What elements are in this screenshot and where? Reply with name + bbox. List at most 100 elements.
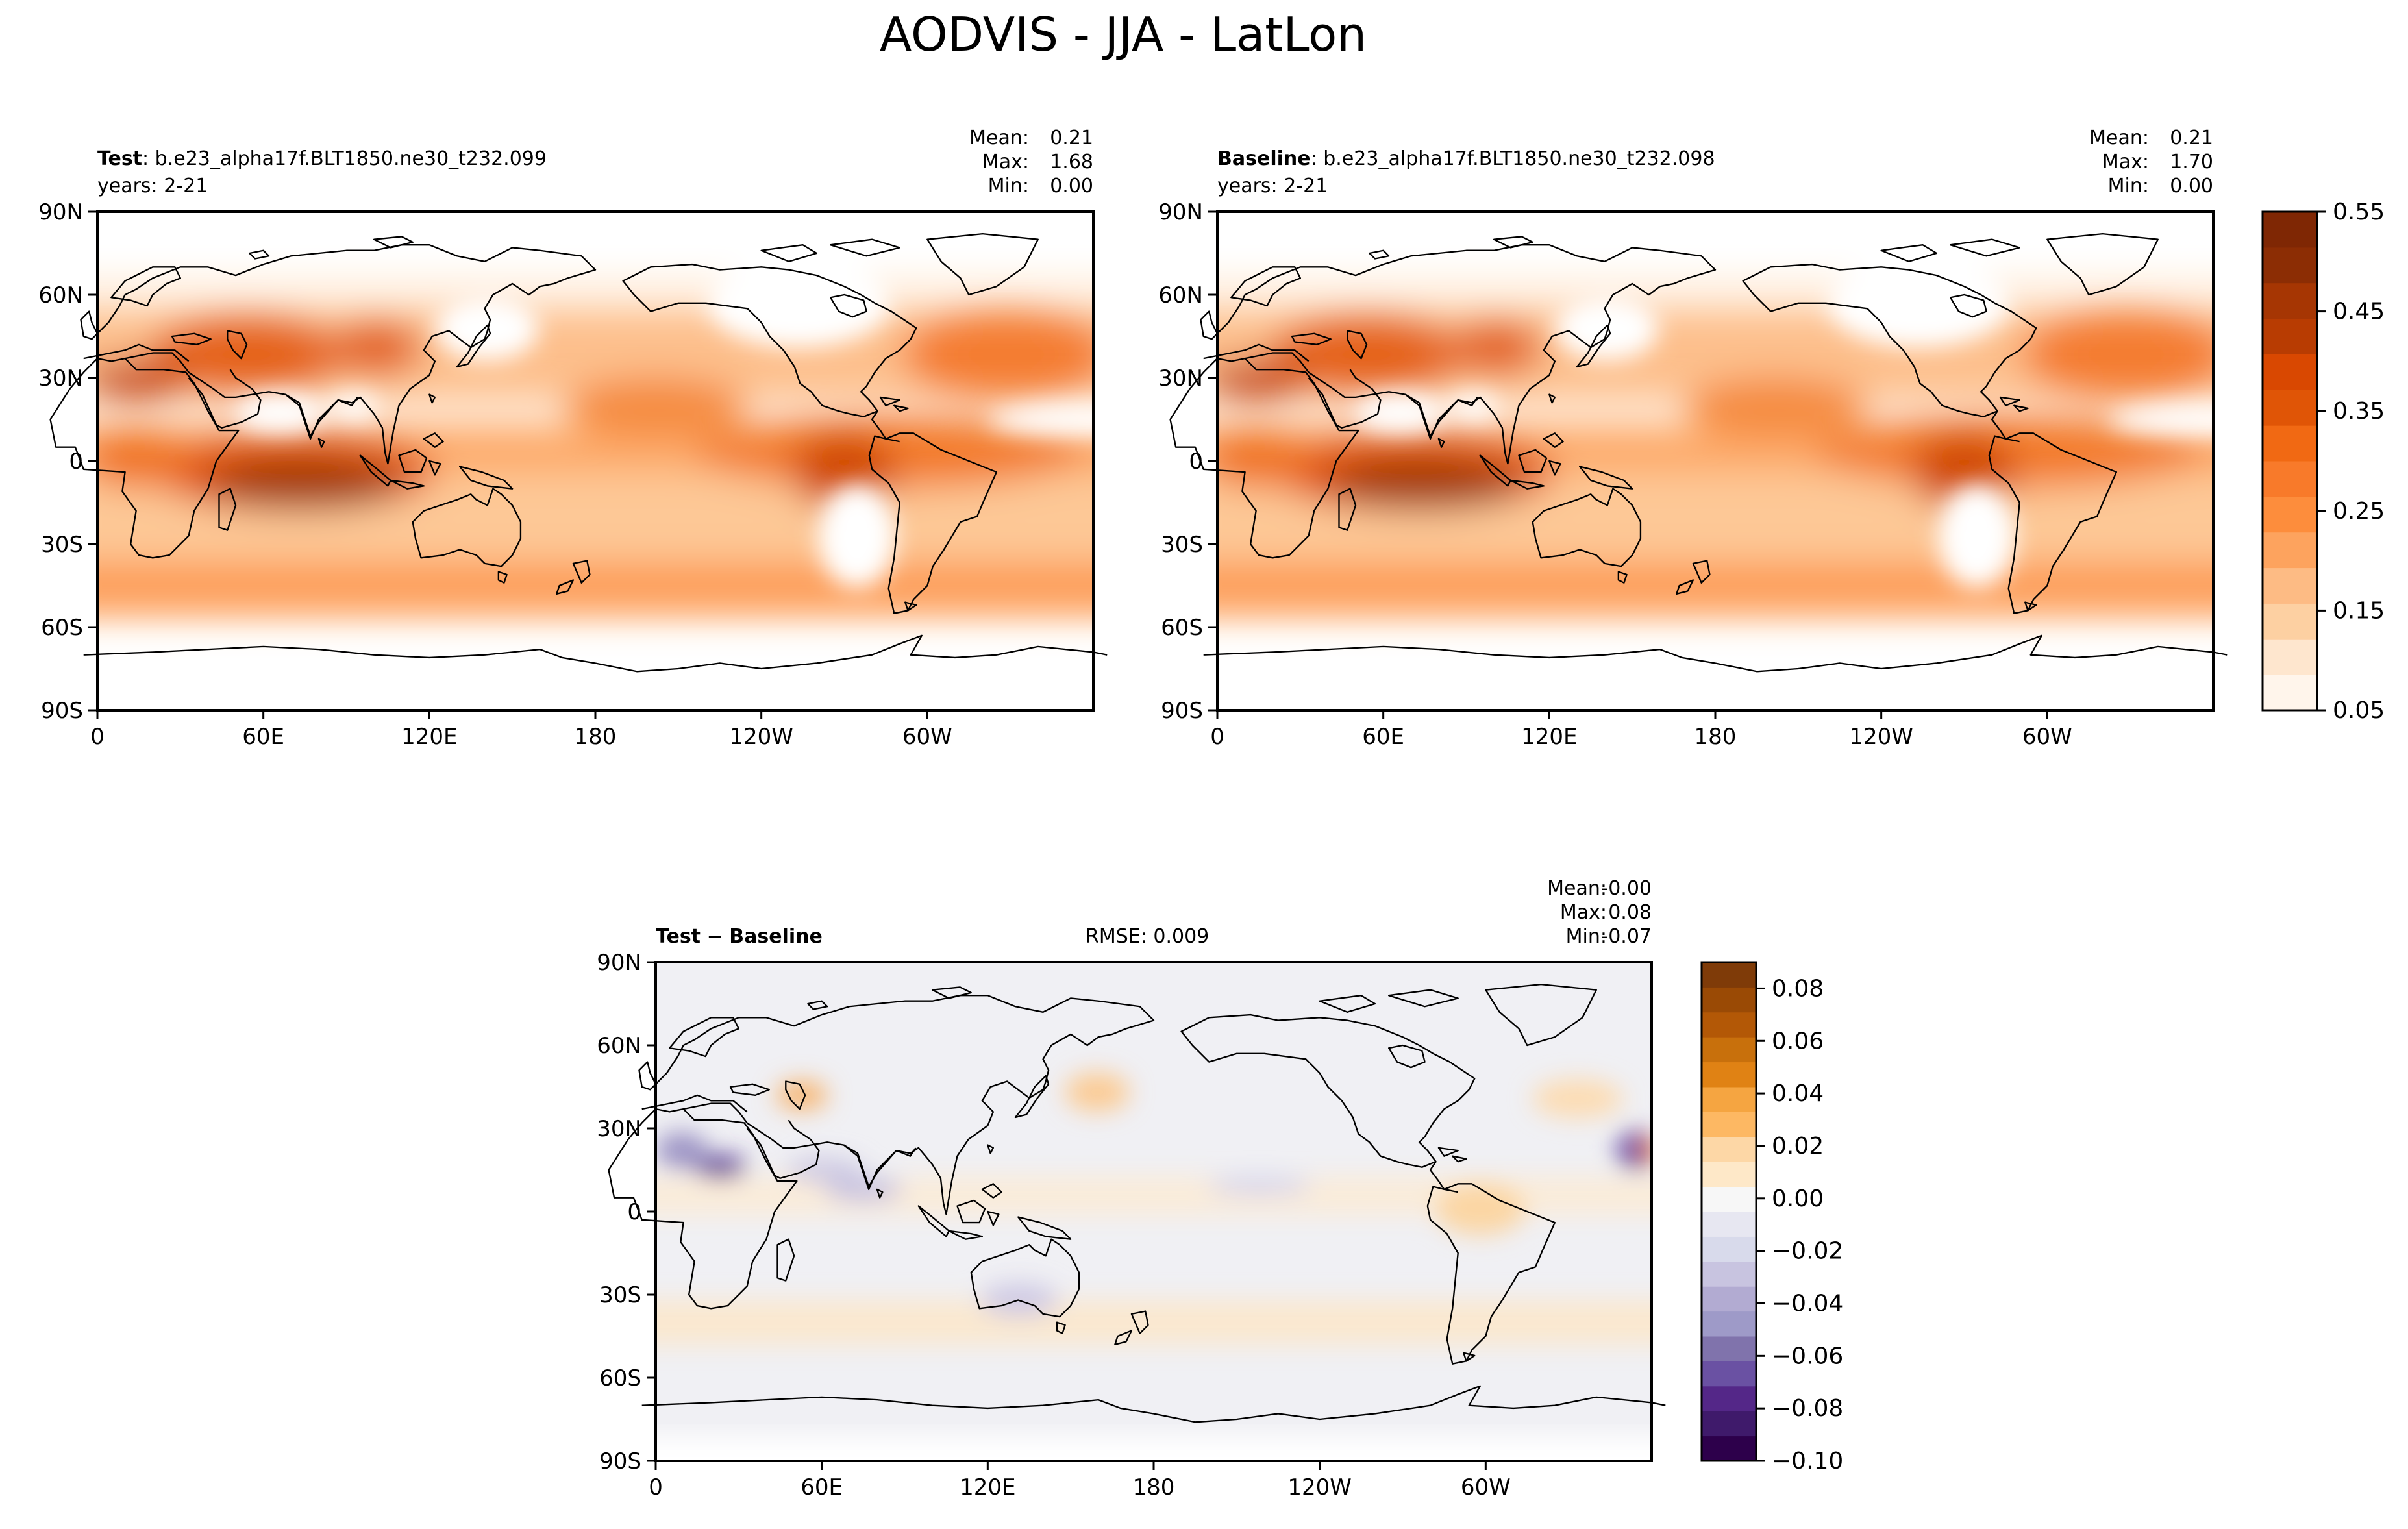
colorbar-block <box>2263 639 2317 675</box>
y-tick-label: 30N <box>38 366 83 392</box>
colorbar-block <box>1702 1186 1756 1212</box>
colorbar-tick-label: −0.08 <box>1772 1395 1843 1422</box>
x-tick-label: 120W <box>1849 724 1913 750</box>
y-tick-label: 60N <box>38 282 83 308</box>
main-colorbar-blocks <box>2263 212 2317 711</box>
colorbar-block <box>2263 354 2317 390</box>
test-max: 1.68 <box>1050 151 1093 173</box>
x-tick-label: 0 <box>649 1474 663 1500</box>
colorbar-tick-label: 0.25 <box>2333 498 2385 525</box>
colorbar-block <box>2263 425 2317 462</box>
colorbar-block <box>1702 1062 1756 1088</box>
y-tick-label: 90S <box>1161 698 1203 724</box>
baseline-panel: 0 60E 120E 180 120W 60W 90N 60N 30N 0 30S 60S 90S <box>1158 199 2228 750</box>
colorbar-block <box>1702 1361 1756 1387</box>
colorbar-block <box>2263 282 2317 319</box>
diff-max: 0.08 <box>1608 901 1652 924</box>
y-tick-label: 30S <box>41 532 83 558</box>
x-tick-label: 120W <box>1287 1474 1352 1500</box>
y-tick-label: 90N <box>597 950 641 976</box>
colorbar-block <box>1702 1112 1756 1137</box>
diff-x-ticks: 0 60E 120E 180 120W 60W <box>649 1461 1511 1500</box>
diff-label: Test − Baseline <box>656 925 823 948</box>
colorbar-tick-label: −0.04 <box>1772 1290 1843 1317</box>
colorbar-tick-label: −0.02 <box>1772 1238 1843 1265</box>
diff-mean: -0.00 <box>1601 877 1652 900</box>
colorbar-block <box>1702 1037 1756 1063</box>
colorbar-block <box>1702 1236 1756 1262</box>
colorbar-tick-label: 0.00 <box>1772 1186 1824 1212</box>
test-x-ticks: 0 60E 120E 180 120W 60W <box>90 710 952 750</box>
x-tick-label: 120W <box>729 724 793 750</box>
colorbar-block <box>2263 461 2317 497</box>
y-tick-label: 60S <box>1161 615 1203 641</box>
diff-label-op: − <box>701 925 729 948</box>
y-tick-label: 90S <box>41 698 83 724</box>
y-tick-label: 0 <box>1189 449 1203 475</box>
colorbar-block <box>2263 603 2317 640</box>
baseline-stats: Mean: 0.21 Max: 1.70 Min: 0.00 <box>2089 127 2213 197</box>
colorbar-tick-label: 0.35 <box>2333 398 2385 425</box>
colorbar-block <box>1702 1436 1756 1461</box>
colorbar-tick-label: 0.55 <box>2333 199 2385 225</box>
test-max-label: Max: <box>982 151 1029 173</box>
baseline-max-label: Max: <box>2102 151 2149 173</box>
baseline-label-case: : b.e23_alpha17f.BLT1850.ne30_t232.098 <box>1311 147 1715 170</box>
y-tick-label: 30S <box>1161 532 1203 558</box>
x-tick-label: 120E <box>401 724 457 750</box>
diff-rmse: RMSE: 0.009 <box>1086 925 1209 948</box>
colorbar-block <box>2263 496 2317 533</box>
diff-mean-label: Mean: <box>1547 877 1607 900</box>
y-tick-label: 90N <box>38 199 83 225</box>
colorbar-block <box>1702 1286 1756 1312</box>
diff-colorbar-ticks: 0.08 0.06 0.04 0.02 0.00 −0.02 −0.04 −0.06 −0.08… <box>1756 975 1843 1474</box>
test-y-ticks: 90N 60N 30N 0 30S 60S 90S <box>38 199 97 724</box>
x-tick-label: 60E <box>1362 724 1404 750</box>
baseline-min-label: Min: <box>2108 175 2149 197</box>
baseline-max: 1.70 <box>2170 151 2213 173</box>
x-tick-label: 180 <box>575 724 617 750</box>
diff-panel: 0 60E 120E 180 120W 60W 90N 60N 30N 0 30S 60S 90S <box>597 950 1667 1500</box>
y-tick-label: 30N <box>1158 366 1203 392</box>
diff-label-b: Baseline <box>729 925 823 948</box>
colorbar-block <box>2263 675 2317 711</box>
baseline-years: years: 2-21 <box>1217 175 1328 197</box>
diff-label-a: Test <box>656 925 701 948</box>
x-tick-label: 0 <box>1210 724 1224 750</box>
y-tick-label: 30S <box>599 1282 641 1308</box>
y-tick-label: 60S <box>599 1365 641 1391</box>
colorbar-block <box>1702 1162 1756 1187</box>
test-min-label: Min: <box>988 175 1029 197</box>
test-label: Test: b.e23_alpha17f.BLT1850.ne30_t232.0… <box>97 147 547 170</box>
colorbar-tick-label: 0.02 <box>1772 1133 1824 1160</box>
y-tick-label: 90N <box>1158 199 1203 225</box>
y-tick-label: 30N <box>597 1116 641 1142</box>
test-mean: 0.21 <box>1050 127 1093 149</box>
test-mean-label: Mean: <box>969 127 1029 149</box>
colorbar-block <box>2263 212 2317 248</box>
colorbar-block <box>1702 1261 1756 1287</box>
baseline-x-ticks: 0 60E 120E 180 120W 60W <box>1210 710 2072 750</box>
colorbar-block <box>1702 1336 1756 1361</box>
test-years: years: 2-21 <box>97 175 208 197</box>
x-tick-label: 120E <box>1521 724 1577 750</box>
y-tick-label: 60N <box>597 1033 641 1059</box>
diff-colorbar: 0.08 0.06 0.04 0.02 0.00 −0.02 −0.04 −0.06 −0.08… <box>1700 961 1843 1474</box>
test-label-case: : b.e23_alpha17f.BLT1850.ne30_t232.099 <box>142 147 547 170</box>
colorbar-tick-label: 0.08 <box>1772 975 1824 1002</box>
colorbar-block <box>1702 962 1756 988</box>
colorbar-block <box>1702 1087 1756 1112</box>
baseline-label: Baseline: b.e23_alpha17f.BLT1850.ne30_t2… <box>1217 147 1715 170</box>
colorbar-block <box>1702 1136 1756 1162</box>
x-tick-label: 60W <box>902 724 952 750</box>
diff-y-ticks: 90N 60N 30N 0 30S 60S 90S <box>597 950 656 1474</box>
baseline-y-ticks: 90N 60N 30N 0 30S 60S 90S <box>1158 199 1217 724</box>
diff-min-label: Min: <box>1566 925 1607 948</box>
colorbar-block <box>1702 987 1756 1013</box>
x-tick-label: 60E <box>801 1474 843 1500</box>
colorbar-block <box>1702 1212 1756 1237</box>
x-tick-label: 180 <box>1133 1474 1175 1500</box>
test-stats: Mean: 0.21 Max: 1.68 Min: 0.00 <box>969 127 1093 197</box>
baseline-mean: 0.21 <box>2170 127 2213 149</box>
